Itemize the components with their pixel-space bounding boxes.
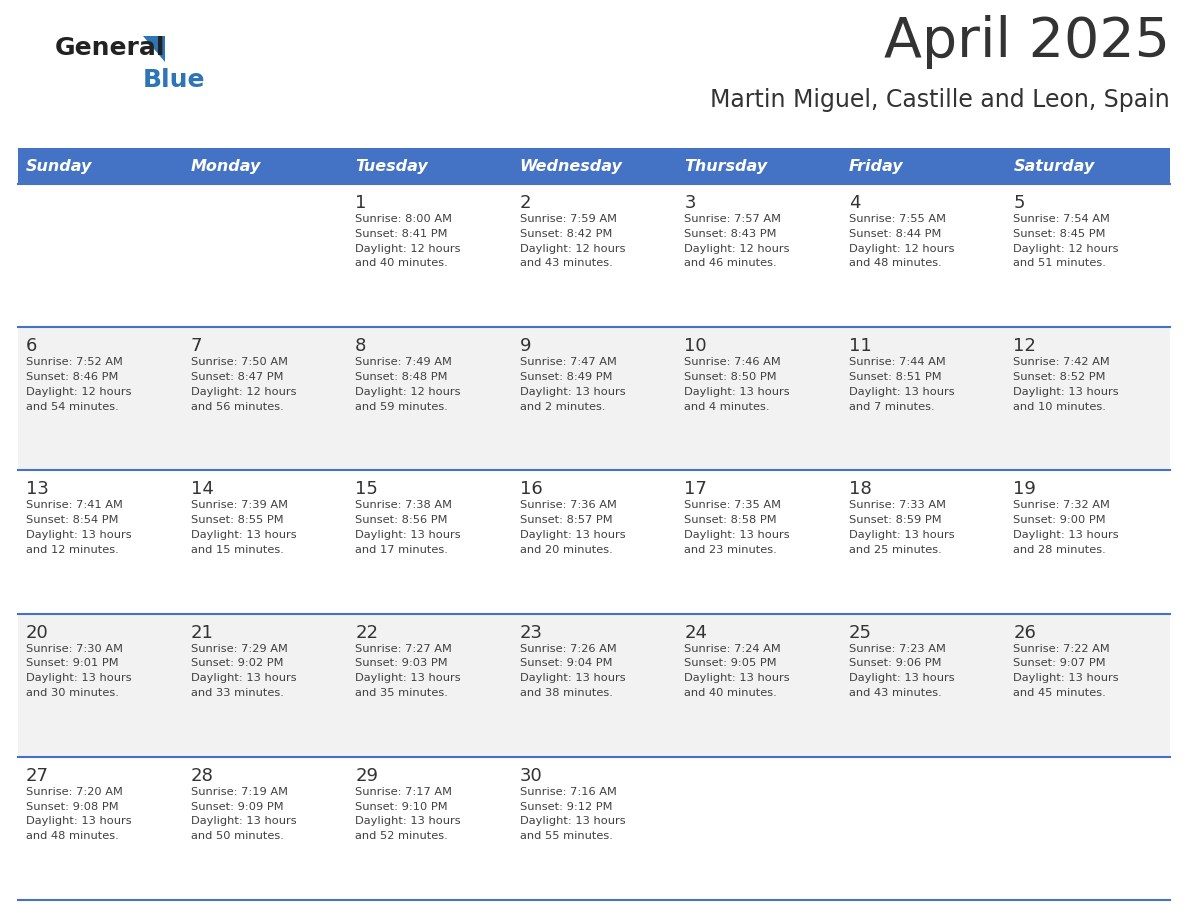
Text: 11: 11 [849,337,872,355]
Text: Sunrise: 7:24 AM
Sunset: 9:05 PM
Daylight: 13 hours
and 40 minutes.: Sunrise: 7:24 AM Sunset: 9:05 PM Dayligh… [684,644,790,698]
Text: Sunrise: 7:17 AM
Sunset: 9:10 PM
Daylight: 13 hours
and 52 minutes.: Sunrise: 7:17 AM Sunset: 9:10 PM Dayligh… [355,787,461,841]
Text: Sunrise: 7:20 AM
Sunset: 9:08 PM
Daylight: 13 hours
and 48 minutes.: Sunrise: 7:20 AM Sunset: 9:08 PM Dayligh… [26,787,132,841]
Text: Sunrise: 7:42 AM
Sunset: 8:52 PM
Daylight: 13 hours
and 10 minutes.: Sunrise: 7:42 AM Sunset: 8:52 PM Dayligh… [1013,357,1119,411]
Text: Sunrise: 7:33 AM
Sunset: 8:59 PM
Daylight: 13 hours
and 25 minutes.: Sunrise: 7:33 AM Sunset: 8:59 PM Dayligh… [849,500,954,554]
Text: 1: 1 [355,194,367,212]
Text: Sunday: Sunday [26,159,93,174]
Text: Sunrise: 7:54 AM
Sunset: 8:45 PM
Daylight: 12 hours
and 51 minutes.: Sunrise: 7:54 AM Sunset: 8:45 PM Dayligh… [1013,214,1119,268]
Text: Monday: Monday [190,159,261,174]
Text: 17: 17 [684,480,707,498]
Text: Sunrise: 7:49 AM
Sunset: 8:48 PM
Daylight: 12 hours
and 59 minutes.: Sunrise: 7:49 AM Sunset: 8:48 PM Dayligh… [355,357,461,411]
Text: Sunrise: 7:26 AM
Sunset: 9:04 PM
Daylight: 13 hours
and 38 minutes.: Sunrise: 7:26 AM Sunset: 9:04 PM Dayligh… [519,644,625,698]
Bar [18,148,1170,184]
Text: 8: 8 [355,337,367,355]
Text: 26: 26 [1013,623,1036,642]
Text: Martin Miguel, Castille and Leon, Spain: Martin Miguel, Castille and Leon, Spain [710,88,1170,112]
Text: 16: 16 [519,480,543,498]
Text: Sunrise: 7:32 AM
Sunset: 9:00 PM
Daylight: 13 hours
and 28 minutes.: Sunrise: 7:32 AM Sunset: 9:00 PM Dayligh… [1013,500,1119,554]
Text: 25: 25 [849,623,872,642]
Text: Sunrise: 7:19 AM
Sunset: 9:09 PM
Daylight: 13 hours
and 50 minutes.: Sunrise: 7:19 AM Sunset: 9:09 PM Dayligh… [190,787,296,841]
Text: 7: 7 [190,337,202,355]
Bar [18,184,1170,327]
Bar [18,613,1170,756]
Polygon shape [143,36,165,62]
Text: 2: 2 [519,194,531,212]
Text: Sunrise: 8:00 AM
Sunset: 8:41 PM
Daylight: 12 hours
and 40 minutes.: Sunrise: 8:00 AM Sunset: 8:41 PM Dayligh… [355,214,461,268]
Bar [18,756,1170,900]
Text: Sunrise: 7:39 AM
Sunset: 8:55 PM
Daylight: 13 hours
and 15 minutes.: Sunrise: 7:39 AM Sunset: 8:55 PM Dayligh… [190,500,296,554]
Text: 27: 27 [26,767,49,785]
Text: 14: 14 [190,480,214,498]
Text: 3: 3 [684,194,696,212]
Text: 30: 30 [519,767,543,785]
Text: 4: 4 [849,194,860,212]
Text: Sunrise: 7:57 AM
Sunset: 8:43 PM
Daylight: 12 hours
and 46 minutes.: Sunrise: 7:57 AM Sunset: 8:43 PM Dayligh… [684,214,790,268]
Text: 13: 13 [26,480,49,498]
Text: Sunrise: 7:23 AM
Sunset: 9:06 PM
Daylight: 13 hours
and 43 minutes.: Sunrise: 7:23 AM Sunset: 9:06 PM Dayligh… [849,644,954,698]
Text: Sunrise: 7:46 AM
Sunset: 8:50 PM
Daylight: 13 hours
and 4 minutes.: Sunrise: 7:46 AM Sunset: 8:50 PM Dayligh… [684,357,790,411]
Text: Sunrise: 7:22 AM
Sunset: 9:07 PM
Daylight: 13 hours
and 45 minutes.: Sunrise: 7:22 AM Sunset: 9:07 PM Dayligh… [1013,644,1119,698]
Text: Sunrise: 7:30 AM
Sunset: 9:01 PM
Daylight: 13 hours
and 30 minutes.: Sunrise: 7:30 AM Sunset: 9:01 PM Dayligh… [26,644,132,698]
Text: Blue: Blue [143,68,206,92]
Text: 20: 20 [26,623,49,642]
Text: Sunrise: 7:35 AM
Sunset: 8:58 PM
Daylight: 13 hours
and 23 minutes.: Sunrise: 7:35 AM Sunset: 8:58 PM Dayligh… [684,500,790,554]
Text: Sunrise: 7:27 AM
Sunset: 9:03 PM
Daylight: 13 hours
and 35 minutes.: Sunrise: 7:27 AM Sunset: 9:03 PM Dayligh… [355,644,461,698]
Text: 12: 12 [1013,337,1036,355]
Text: Sunrise: 7:44 AM
Sunset: 8:51 PM
Daylight: 13 hours
and 7 minutes.: Sunrise: 7:44 AM Sunset: 8:51 PM Dayligh… [849,357,954,411]
Text: Sunrise: 7:55 AM
Sunset: 8:44 PM
Daylight: 12 hours
and 48 minutes.: Sunrise: 7:55 AM Sunset: 8:44 PM Dayligh… [849,214,954,268]
Text: Sunrise: 7:41 AM
Sunset: 8:54 PM
Daylight: 13 hours
and 12 minutes.: Sunrise: 7:41 AM Sunset: 8:54 PM Dayligh… [26,500,132,554]
Text: 28: 28 [190,767,214,785]
Bar [18,327,1170,470]
Text: 5: 5 [1013,194,1025,212]
Text: 19: 19 [1013,480,1036,498]
Text: Sunrise: 7:16 AM
Sunset: 9:12 PM
Daylight: 13 hours
and 55 minutes.: Sunrise: 7:16 AM Sunset: 9:12 PM Dayligh… [519,787,625,841]
Text: Saturday: Saturday [1013,159,1094,174]
Text: 9: 9 [519,337,531,355]
Text: Sunrise: 7:38 AM
Sunset: 8:56 PM
Daylight: 13 hours
and 17 minutes.: Sunrise: 7:38 AM Sunset: 8:56 PM Dayligh… [355,500,461,554]
Text: Sunrise: 7:36 AM
Sunset: 8:57 PM
Daylight: 13 hours
and 20 minutes.: Sunrise: 7:36 AM Sunset: 8:57 PM Dayligh… [519,500,625,554]
Text: Wednesday: Wednesday [519,159,623,174]
Text: 6: 6 [26,337,37,355]
Text: 22: 22 [355,623,378,642]
Text: April 2025: April 2025 [884,15,1170,69]
Text: General: General [55,36,165,60]
Text: Sunrise: 7:50 AM
Sunset: 8:47 PM
Daylight: 12 hours
and 56 minutes.: Sunrise: 7:50 AM Sunset: 8:47 PM Dayligh… [190,357,296,411]
Text: 21: 21 [190,623,214,642]
Text: Sunrise: 7:29 AM
Sunset: 9:02 PM
Daylight: 13 hours
and 33 minutes.: Sunrise: 7:29 AM Sunset: 9:02 PM Dayligh… [190,644,296,698]
Text: Tuesday: Tuesday [355,159,428,174]
Text: 23: 23 [519,623,543,642]
Text: Thursday: Thursday [684,159,767,174]
Text: 15: 15 [355,480,378,498]
Text: Sunrise: 7:47 AM
Sunset: 8:49 PM
Daylight: 13 hours
and 2 minutes.: Sunrise: 7:47 AM Sunset: 8:49 PM Dayligh… [519,357,625,411]
Text: 18: 18 [849,480,872,498]
Text: Friday: Friday [849,159,904,174]
Text: Sunrise: 7:59 AM
Sunset: 8:42 PM
Daylight: 12 hours
and 43 minutes.: Sunrise: 7:59 AM Sunset: 8:42 PM Dayligh… [519,214,625,268]
Bar [18,470,1170,613]
Text: 29: 29 [355,767,378,785]
Text: 24: 24 [684,623,707,642]
Text: 10: 10 [684,337,707,355]
Text: Sunrise: 7:52 AM
Sunset: 8:46 PM
Daylight: 12 hours
and 54 minutes.: Sunrise: 7:52 AM Sunset: 8:46 PM Dayligh… [26,357,132,411]
